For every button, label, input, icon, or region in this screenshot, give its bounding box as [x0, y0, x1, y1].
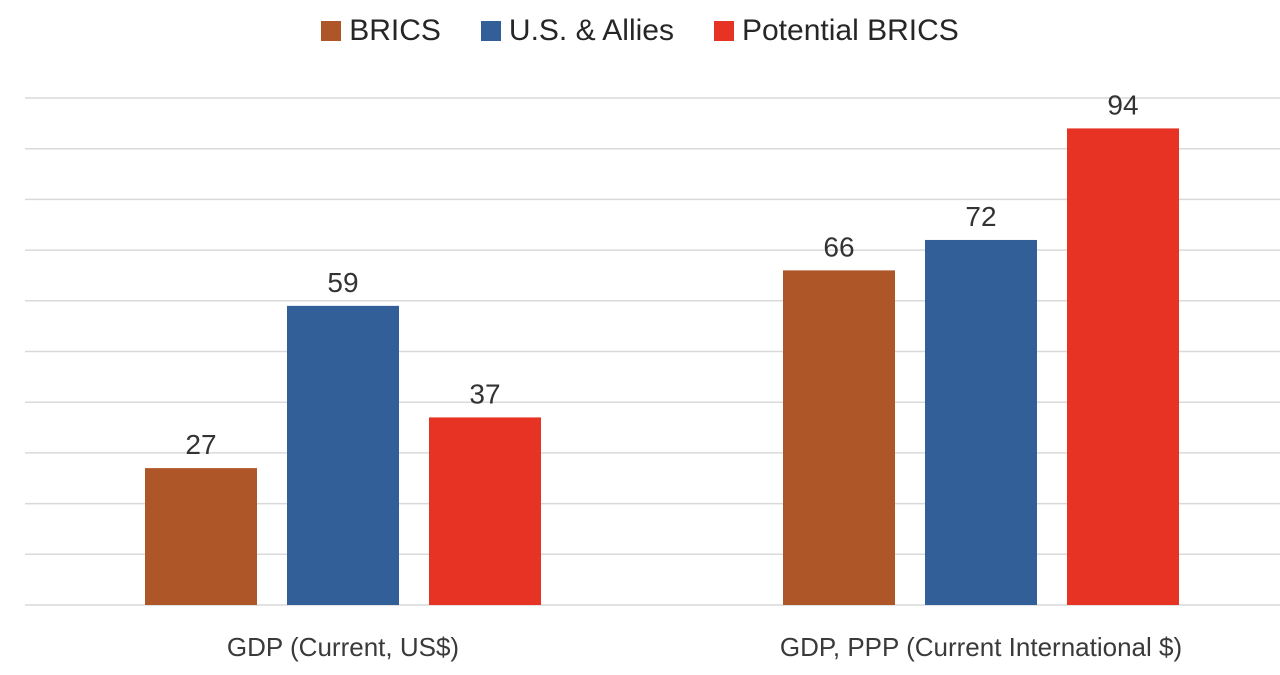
legend-swatch-brics: [321, 21, 342, 41]
legend-item-brics: BRICS: [321, 14, 441, 48]
bar: [925, 239, 1037, 605]
bar: [1067, 128, 1179, 606]
data-label: 72: [965, 201, 996, 232]
bar: [145, 468, 257, 605]
data-label: 66: [823, 231, 854, 262]
legend-swatch-potential-brics: [713, 21, 734, 41]
bar: [429, 417, 541, 605]
legend-label-brics: BRICS: [349, 14, 441, 47]
legend-swatch-us-allies: [480, 21, 501, 41]
legend-item-potential-brics: Potential BRICS: [713, 14, 959, 48]
legend-label-us-allies: U.S. & Allies: [508, 14, 674, 47]
legend: BRICS U.S. & Allies Potential BRICS: [0, 14, 1280, 48]
value-labels: 27 59 37 66 72 94: [185, 89, 1138, 460]
bars: [145, 128, 1179, 606]
data-label: 59: [327, 267, 358, 298]
data-label: 94: [1107, 89, 1138, 120]
legend-label-potential-brics: Potential BRICS: [741, 14, 959, 47]
category-label: GDP, PPP (Current International $): [780, 632, 1182, 662]
category-labels: GDP (Current, US$) GDP, PPP (Current Inte…: [227, 632, 1182, 662]
legend-item-us-allies: U.S. & Allies: [480, 14, 674, 48]
category-label: GDP (Current, US$): [227, 632, 459, 662]
data-label: 37: [469, 378, 500, 409]
bar: [287, 305, 399, 605]
data-label: 27: [185, 429, 216, 460]
bar: [783, 270, 895, 605]
